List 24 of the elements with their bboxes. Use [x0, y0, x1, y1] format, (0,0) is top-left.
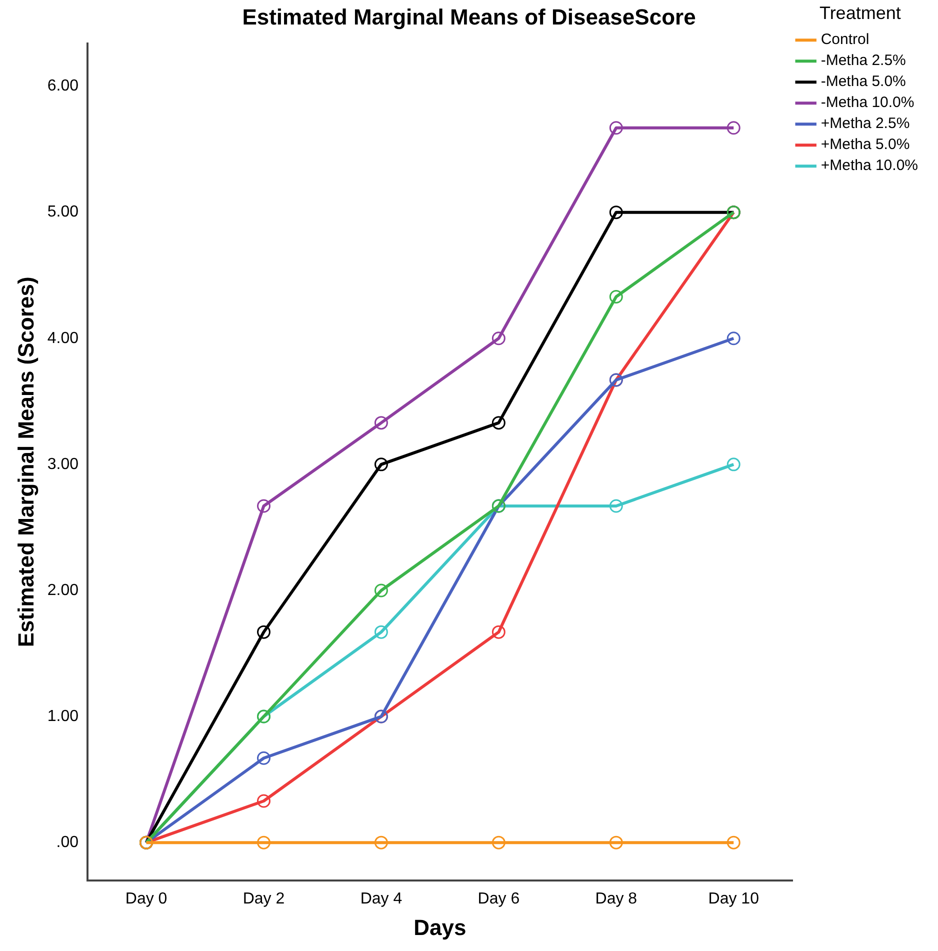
legend-label: Control: [820, 31, 870, 48]
y-tick-label: 5.00: [47, 204, 79, 221]
legend-label: -Metha 2.5%: [820, 52, 906, 70]
y-axis-title: Estimated Marginal Means (Scores): [13, 276, 38, 648]
legend-label: -Metha 5.0%: [820, 73, 906, 90]
y-tick-label: 3.00: [47, 456, 79, 473]
x-tick-label: Day 8: [595, 890, 638, 908]
legend-label: +Metha 5.0%: [820, 136, 910, 154]
legend-label: +Metha 2.5%: [820, 115, 910, 132]
chart-title: Estimated Marginal Means of DiseaseScore: [242, 4, 696, 30]
x-tick-label: Day 2: [242, 890, 285, 908]
legend-title: Treatment: [819, 2, 901, 23]
y-tick-label: 4.00: [47, 330, 79, 347]
x-tick-label: Day 4: [360, 890, 402, 908]
x-tick-label: Day 10: [708, 890, 760, 908]
x-axis-title: Days: [414, 914, 466, 940]
y-tick-label: 1.00: [47, 708, 79, 725]
legend-label: +Metha 10.0%: [820, 157, 918, 174]
y-tick-label: 6.00: [47, 78, 79, 95]
x-tick-label: Day 6: [478, 890, 520, 908]
y-tick-label: .00: [56, 834, 79, 851]
x-tick-label: Day 0: [125, 890, 168, 908]
legend-label: -Metha 10.0%: [820, 94, 914, 112]
y-tick-label: 2.00: [47, 582, 79, 599]
